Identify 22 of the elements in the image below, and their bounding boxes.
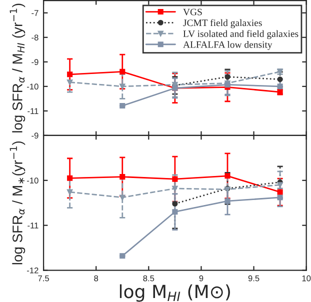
y-tick-label: -9: [32, 59, 38, 65]
y-axis-title: log SFR$_{α}$ / M$_{∗}$(yr$^{−1}$): [10, 141, 26, 264]
x-tick-label: 8: [94, 275, 98, 282]
legend-label: JCMT field galaxies: [183, 19, 262, 28]
y-tick-label: -11: [28, 108, 38, 114]
y-tick-label: -7: [32, 10, 38, 16]
legend-label: LV isolated and field galaxies: [183, 30, 298, 40]
y-axis-title: log SFR$_{α}$ / M$_{HI}$ (yr$^{−1}$): [10, 4, 26, 132]
y-tick-label: -8: [32, 34, 38, 40]
y-tick-label: -10: [27, 178, 38, 184]
x-tick-label: 9: [199, 275, 204, 282]
x-tick-label: 9.5: [248, 275, 260, 282]
y-tick-label: -12: [27, 267, 38, 274]
y-tick-label: -9: [32, 132, 38, 139]
y-tick-label: -11: [28, 222, 38, 228]
x-tick-label: 8.5: [143, 275, 154, 282]
legend-label: VGS: [183, 8, 202, 16]
y-tick-label: -10: [27, 84, 38, 90]
legend-label: ALFALFA low density: [183, 41, 272, 50]
x-tick-label: 7.5: [38, 275, 49, 282]
x-axis-title: log M$_{HI}$ (M⊙): [120, 284, 230, 302]
x-tick-label: 10: [302, 275, 311, 282]
